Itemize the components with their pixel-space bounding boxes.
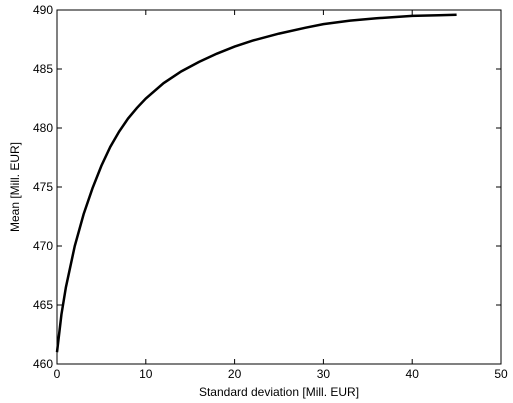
plot-area [56, 9, 502, 365]
y-tick-label: 480 [33, 121, 53, 135]
x-tick-label: 10 [139, 367, 153, 381]
x-tick-label: 50 [494, 367, 508, 381]
y-tick-label: 490 [33, 3, 53, 17]
x-tick-label: 30 [317, 367, 331, 381]
x-tick-label: 20 [228, 367, 242, 381]
y-tick-label: 485 [33, 62, 53, 76]
y-tick-label: 475 [33, 180, 53, 194]
y-axis-label: Mean [Mill. EUR] [8, 142, 22, 232]
x-axis-label: Standard deviation [Mill. EUR] [199, 385, 359, 399]
y-tick-label: 465 [33, 298, 53, 312]
x-tick-label: 0 [54, 367, 61, 381]
y-tick-label: 460 [33, 357, 53, 371]
series-line [55, 13, 457, 353]
x-tick-label: 40 [406, 367, 420, 381]
y-tick-label: 470 [33, 239, 53, 253]
tick-labels: 0 10 20 30 40 50 460 465 470 475 480 485 490 [33, 3, 508, 381]
ticks [56, 9, 502, 365]
